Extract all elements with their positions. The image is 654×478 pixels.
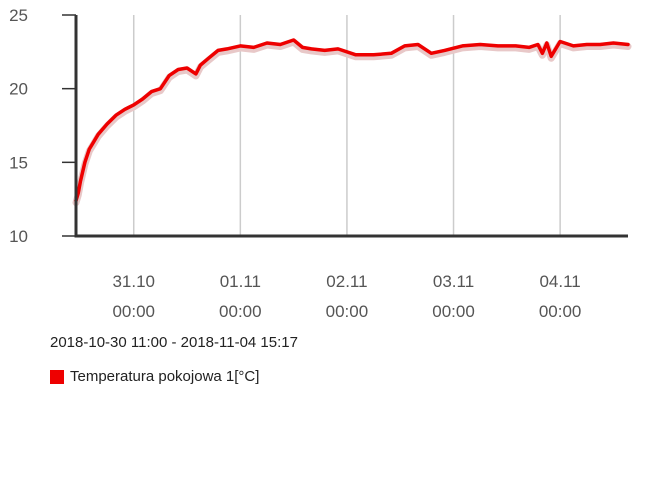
date-range-label: 2018-10-30 11:00 - 2018-11-04 15:17 (50, 334, 298, 351)
x-tick-labels: 31.10 00:00 01.11 00:00 02.11 00:00 03.11 00:00… (112, 272, 581, 321)
legend-swatch (50, 369, 64, 384)
x-tick-label-time: 00:00 (539, 302, 582, 321)
series-line-shadow (72, 38, 632, 207)
x-tick-label-date: 03.11 (433, 272, 474, 291)
x-tick-label-time: 00:00 (112, 302, 155, 321)
x-tick-label-date: 04.11 (539, 272, 580, 291)
x-tick-label-time: 00:00 (219, 302, 262, 321)
x-tick-label-date: 31.10 (112, 272, 155, 291)
temperature-chart: 10 15 20 25 31.10 00:00 01.11 00:00 02.11 00:00 0… (9, 6, 632, 321)
y-tick-label: 10 (9, 227, 28, 246)
x-tick-label-date: 01.11 (220, 272, 261, 291)
y-tick-label: 20 (9, 80, 28, 99)
axes (62, 14, 628, 238)
series-line (74, 38, 630, 203)
legend[interactable]: Temperatura pokojowa 1[°C] (50, 368, 259, 385)
legend-label: Temperatura pokojowa 1[°C] (70, 368, 260, 385)
y-tick-labels: 10 15 20 25 (9, 6, 28, 246)
x-tick-label-time: 00:00 (432, 302, 475, 321)
series-layer (72, 38, 632, 207)
x-tick-label-time: 00:00 (326, 302, 369, 321)
y-tick-label: 15 (9, 153, 28, 172)
y-tick-label: 25 (9, 6, 28, 25)
x-tick-label-date: 02.11 (326, 272, 367, 291)
